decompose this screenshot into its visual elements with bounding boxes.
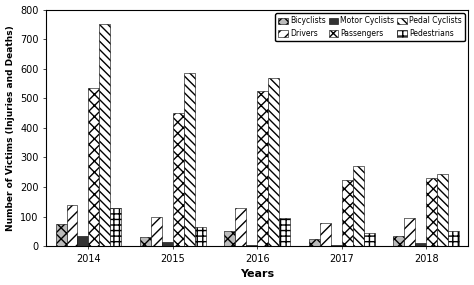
Bar [448,231,459,246]
Bar [55,224,66,246]
Bar [100,24,110,246]
Bar [110,208,121,246]
Bar [426,178,437,246]
Bar [309,239,320,246]
Bar [224,231,236,246]
Bar [257,91,268,246]
Bar [89,88,100,246]
Bar [279,218,290,246]
Bar [353,166,364,246]
Bar [393,236,404,246]
Bar [184,73,195,246]
Bar [364,233,375,246]
Bar [404,218,415,246]
Bar [437,174,448,246]
Bar [162,242,173,246]
Legend: Bicyclists, Drivers, Motor Cyclists, Passengers, Pedal Cyclists, Pedestrians: Bicyclists, Drivers, Motor Cyclists, Pas… [275,13,465,41]
Bar [331,245,342,246]
Bar [268,78,279,246]
Bar [151,217,162,246]
Bar [173,113,184,246]
Bar [77,236,89,246]
Bar [320,223,331,246]
Bar [236,208,246,246]
Bar [246,245,257,246]
Bar [66,205,77,246]
Bar [195,227,206,246]
Bar [140,237,151,246]
X-axis label: Years: Years [240,269,274,280]
Bar [342,180,353,246]
Y-axis label: Number of Victims (Injuries and Deaths): Number of Victims (Injuries and Deaths) [6,25,15,231]
Bar [415,243,426,246]
